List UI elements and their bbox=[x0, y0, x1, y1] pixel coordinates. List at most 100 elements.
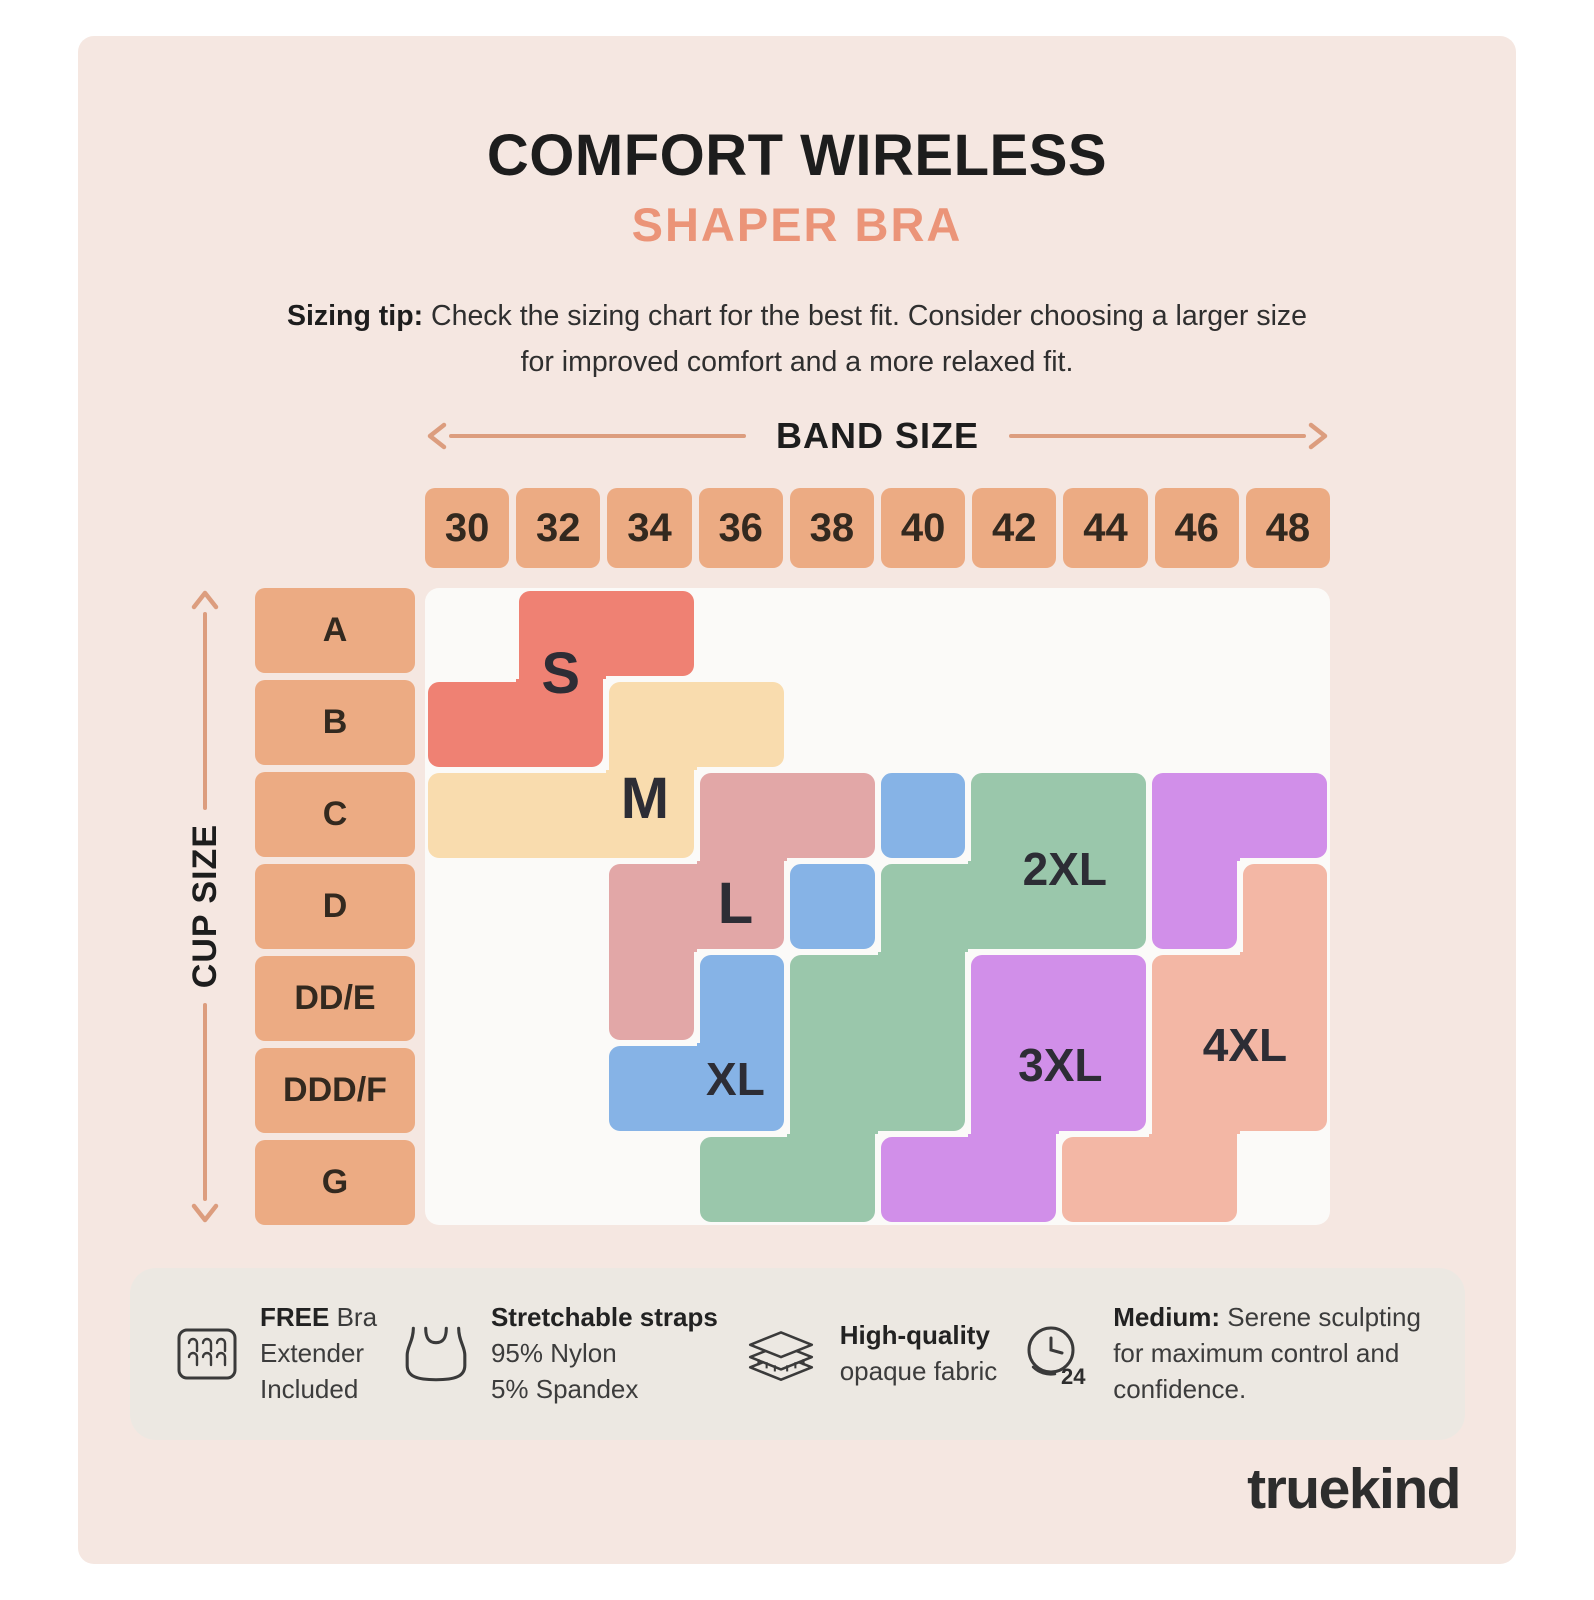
band-size-cell-38: 38 bbox=[789, 488, 874, 568]
band-size-cell-42: 42 bbox=[972, 488, 1057, 568]
size-cell-L bbox=[696, 861, 787, 952]
band-size-cell-44: 44 bbox=[1063, 488, 1148, 568]
feature-text-3: Medium: Serene sculpting for maximum cont… bbox=[1113, 1302, 1421, 1404]
size-cell-M bbox=[696, 679, 787, 770]
cup-size-cell-A: A bbox=[255, 588, 415, 673]
size-cell-M bbox=[606, 770, 697, 861]
bra-icon bbox=[401, 1324, 471, 1384]
size-cell-L bbox=[606, 952, 697, 1043]
cup-size-cell-B: B bbox=[255, 680, 415, 765]
infographic-canvas: COMFORT WIRELESS SHAPER BRA Sizing tip: … bbox=[78, 36, 1516, 1564]
size-cell-3XL bbox=[1149, 861, 1240, 952]
size-cell-M bbox=[515, 770, 606, 861]
feature-item-0: FREE Bra Extender Included bbox=[174, 1300, 377, 1408]
clock-24-icon: 24 bbox=[1021, 1321, 1093, 1387]
features-bar: FREE Bra Extender Included Stretchable str… bbox=[130, 1268, 1465, 1440]
size-cell-M bbox=[425, 770, 516, 861]
size-label-4XL: 4XL bbox=[1202, 1018, 1288, 1071]
size-cell-S bbox=[515, 588, 606, 679]
cup-size-cell-DD-E: DD/E bbox=[255, 956, 415, 1041]
size-grid bbox=[425, 588, 1330, 1225]
cup-size-cell-D: D bbox=[255, 864, 415, 949]
size-cell-XL bbox=[877, 770, 968, 861]
size-label-L: L bbox=[717, 870, 754, 936]
feature-text-1: Stretchable straps 95% Nylon 5% Spandex bbox=[490, 1302, 718, 1404]
band-size-cell-46: 46 bbox=[1154, 488, 1239, 568]
cup-axis-line-top bbox=[203, 612, 207, 811]
brand-logo: truekind bbox=[1247, 1457, 1461, 1521]
size-cell-4XL bbox=[1239, 1043, 1330, 1134]
size-cell-S bbox=[425, 679, 516, 770]
feature-text-0: FREE Bra Extender Included bbox=[260, 1302, 378, 1404]
band-size-cell-48: 48 bbox=[1245, 488, 1330, 568]
page-title: COMFORT WIRELESS bbox=[486, 123, 1108, 188]
feature-item-2: High-quality opaque fabric bbox=[742, 1318, 998, 1390]
size-label-S: S bbox=[541, 640, 581, 706]
cup-size-header-col: A B C D DD/E DDD/F G bbox=[255, 588, 415, 1225]
size-cell-2XL bbox=[1058, 770, 1149, 861]
fabric-icon bbox=[742, 1322, 820, 1386]
band-size-axis: BAND SIZE bbox=[425, 415, 1330, 456]
size-cell-4XL bbox=[1149, 1043, 1240, 1134]
size-cell-XL bbox=[696, 1043, 787, 1134]
size-cell-2XL bbox=[968, 770, 1059, 861]
size-cell-4XL bbox=[1149, 1134, 1240, 1225]
svg-text:24: 24 bbox=[1061, 1364, 1086, 1387]
size-cell-3XL bbox=[877, 1134, 968, 1225]
size-cell-XL bbox=[606, 1043, 697, 1134]
page-subtitle: SHAPER BRA bbox=[631, 198, 963, 251]
size-label-XL: XL bbox=[706, 1053, 765, 1106]
size-cell-2XL bbox=[787, 1043, 878, 1134]
cup-size-cell-G: G bbox=[255, 1140, 415, 1225]
size-cell-3XL bbox=[1149, 770, 1240, 861]
cup-size-axis-label: CUP SIZE bbox=[185, 824, 224, 989]
band-size-header-row: 30 32 34 36 38 40 42 44 46 48 bbox=[425, 488, 1330, 568]
band-size-cell-36: 36 bbox=[698, 488, 783, 568]
size-cell-3XL bbox=[968, 1134, 1059, 1225]
size-chart: S M L XL 2XL 3XL 4XL bbox=[425, 588, 1330, 1225]
band-axis-line-left bbox=[449, 434, 746, 438]
arrow-left-icon bbox=[425, 421, 449, 451]
size-cell-2XL bbox=[877, 861, 968, 952]
size-cell-L bbox=[606, 861, 697, 952]
sizing-tip-line2: for improved comfort and a more relaxed … bbox=[520, 345, 1074, 378]
size-cell-XL bbox=[696, 952, 787, 1043]
feature-item-1: Stretchable straps 95% Nylon 5% Spandex bbox=[401, 1300, 718, 1408]
size-cell-4XL bbox=[1239, 861, 1330, 952]
arrow-down-icon bbox=[190, 1201, 220, 1225]
size-cell-2XL bbox=[877, 1043, 968, 1134]
cup-size-axis: CUP SIZE bbox=[181, 588, 229, 1225]
sizing-tip-line1: Sizing tip: Check the sizing chart for t… bbox=[78, 294, 1516, 340]
size-cell-2XL bbox=[787, 952, 878, 1043]
size-cell-M bbox=[606, 679, 697, 770]
band-size-cell-30: 30 bbox=[425, 488, 510, 568]
bra-extender-icon bbox=[174, 1321, 240, 1387]
size-cell-XL bbox=[787, 861, 878, 952]
sizing-tip: Sizing tip: Check the sizing chart for t… bbox=[78, 294, 1516, 385]
size-cell-2XL bbox=[1058, 861, 1149, 952]
size-cell-S bbox=[515, 679, 606, 770]
band-size-cell-40: 40 bbox=[880, 488, 966, 568]
size-cell-3XL bbox=[968, 952, 1059, 1043]
band-axis-line-right bbox=[1009, 434, 1307, 438]
size-cell-L bbox=[696, 770, 787, 861]
arrow-up-icon bbox=[190, 588, 220, 612]
size-cell-2XL bbox=[877, 952, 968, 1043]
feature-item-3: 24 Medium: Serene sculpting for maximum co… bbox=[1021, 1300, 1421, 1408]
arrow-right-icon bbox=[1306, 421, 1330, 451]
band-size-cell-34: 34 bbox=[607, 488, 692, 568]
size-cell-3XL bbox=[1058, 952, 1149, 1043]
band-size-cell-32: 32 bbox=[516, 488, 601, 568]
feature-text-2: High-quality opaque fabric bbox=[839, 1320, 998, 1386]
sizing-tip-label: Sizing tip: bbox=[286, 300, 424, 332]
size-cell-4XL bbox=[1149, 952, 1240, 1043]
size-cell-S bbox=[606, 588, 697, 679]
size-cell-L bbox=[787, 770, 878, 861]
size-label-M: M bbox=[620, 766, 670, 832]
size-cell-4XL bbox=[1239, 952, 1330, 1043]
band-size-axis-label: BAND SIZE bbox=[776, 415, 980, 456]
size-cell-4XL bbox=[1058, 1134, 1149, 1225]
size-cell-3XL bbox=[968, 1043, 1059, 1134]
size-label-2XL: 2XL bbox=[1022, 843, 1108, 896]
size-label-3XL: 3XL bbox=[1018, 1038, 1103, 1091]
